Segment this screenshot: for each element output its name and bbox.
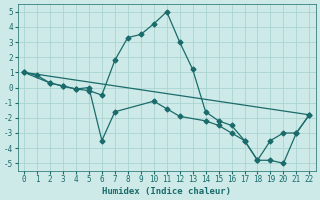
X-axis label: Humidex (Indice chaleur): Humidex (Indice chaleur) <box>102 187 231 196</box>
